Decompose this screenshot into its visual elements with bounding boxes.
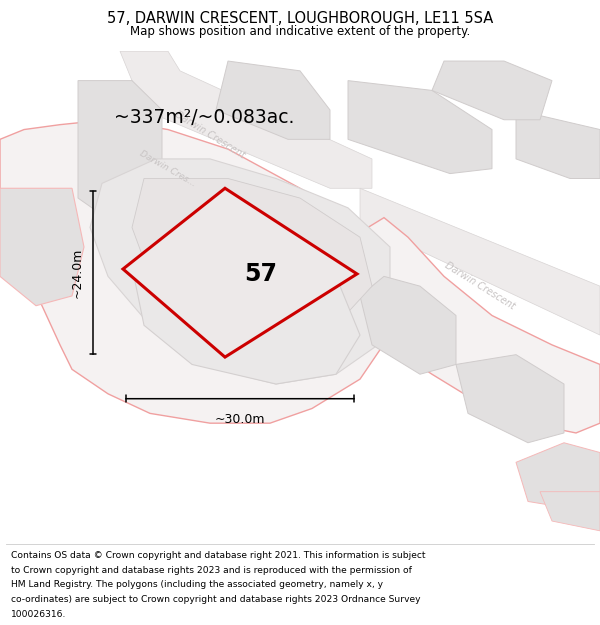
Polygon shape — [123, 188, 357, 357]
Polygon shape — [456, 354, 564, 442]
Text: Map shows position and indicative extent of the property.: Map shows position and indicative extent… — [130, 26, 470, 39]
Text: Darwin Cres...: Darwin Cres... — [138, 149, 198, 189]
Polygon shape — [516, 110, 600, 179]
Text: Darwin Crescent: Darwin Crescent — [443, 261, 517, 312]
Text: 57, DARWIN CRESCENT, LOUGHBOROUGH, LE11 5SA: 57, DARWIN CRESCENT, LOUGHBOROUGH, LE11 … — [107, 11, 493, 26]
Text: ~24.0m: ~24.0m — [71, 248, 84, 298]
Polygon shape — [216, 61, 330, 139]
Text: 57: 57 — [245, 262, 277, 286]
Polygon shape — [0, 120, 408, 423]
Polygon shape — [432, 61, 552, 120]
Polygon shape — [540, 492, 600, 531]
Polygon shape — [78, 81, 162, 228]
Polygon shape — [360, 276, 456, 374]
Text: HM Land Registry. The polygons (including the associated geometry, namely x, y: HM Land Registry. The polygons (includin… — [11, 580, 383, 589]
Polygon shape — [360, 188, 600, 335]
Text: ~337m²/~0.083ac.: ~337m²/~0.083ac. — [114, 108, 294, 127]
Polygon shape — [90, 159, 390, 384]
Polygon shape — [0, 188, 84, 306]
Text: ~30.0m: ~30.0m — [215, 413, 265, 426]
Text: co-ordinates) are subject to Crown copyright and database rights 2023 Ordnance S: co-ordinates) are subject to Crown copyr… — [11, 595, 420, 604]
Polygon shape — [348, 81, 492, 174]
Text: 100026316.: 100026316. — [11, 610, 66, 619]
Text: Contains OS data © Crown copyright and database right 2021. This information is : Contains OS data © Crown copyright and d… — [11, 551, 425, 560]
Polygon shape — [132, 247, 360, 384]
Polygon shape — [132, 179, 372, 335]
Polygon shape — [120, 51, 372, 188]
Text: Darwin Crescent: Darwin Crescent — [173, 109, 247, 160]
Polygon shape — [516, 442, 600, 511]
Polygon shape — [336, 217, 600, 433]
Text: to Crown copyright and database rights 2023 and is reproduced with the permissio: to Crown copyright and database rights 2… — [11, 566, 412, 574]
